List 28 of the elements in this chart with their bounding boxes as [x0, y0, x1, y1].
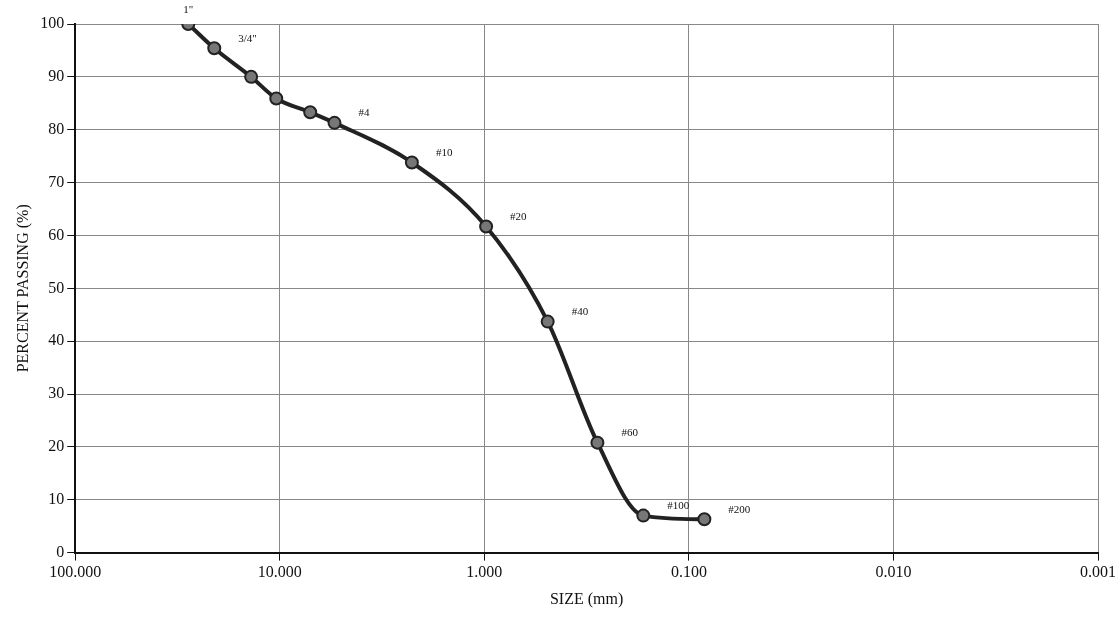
x-tick-label: 1.000 — [466, 563, 503, 581]
y-tick-label: 50 — [48, 278, 65, 296]
y-tick-label: 10 — [48, 489, 65, 507]
y-tick-label: 20 — [48, 437, 65, 455]
annotation: #60 — [621, 426, 639, 439]
x-tick-label: 100.000 — [49, 563, 102, 581]
x-tick-label: 10.000 — [257, 563, 302, 581]
y-tick-label: 30 — [48, 384, 65, 402]
y-tick-label: 100 — [40, 14, 65, 32]
annotation: 3/4" — [238, 31, 257, 44]
y-tick-label: 80 — [48, 119, 65, 137]
y-tick-label: 90 — [48, 67, 65, 85]
x-axis-title: SIZE (mm) — [549, 589, 624, 608]
annotation: 1" — [183, 3, 194, 16]
y-tick-label: 40 — [48, 331, 65, 349]
annotation: #10 — [435, 145, 453, 158]
x-tick-label: 0.100 — [670, 563, 707, 581]
annotation: #20 — [510, 209, 528, 222]
x-tick-label: 0.001 — [1080, 563, 1116, 581]
annotation: #40 — [571, 304, 589, 317]
annotation: #200 — [728, 502, 751, 515]
y-tick-label: 70 — [48, 172, 65, 190]
x-tick-label: 0.010 — [875, 563, 912, 581]
y-tick-label: 60 — [48, 225, 65, 243]
y-tick-label: 0 — [56, 542, 65, 560]
annotation: #4 — [358, 106, 370, 119]
annotation: #100 — [667, 498, 690, 511]
y-axis-title: PERCENT PASSING (%) — [13, 204, 32, 373]
